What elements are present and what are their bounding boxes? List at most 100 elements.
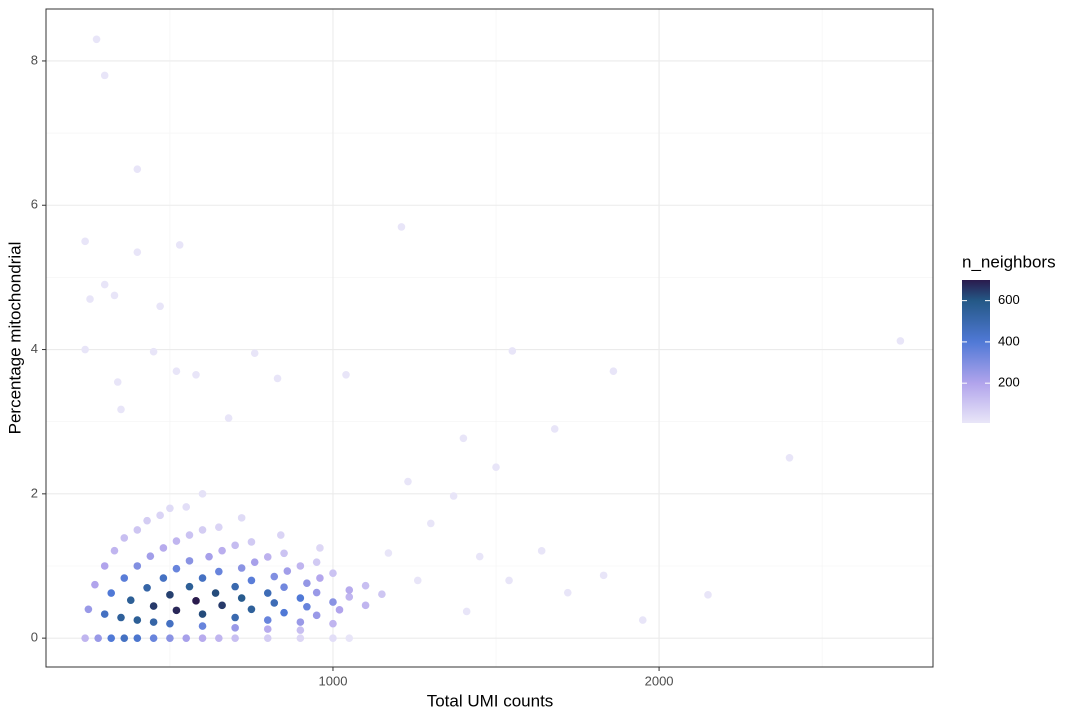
point bbox=[404, 477, 412, 486]
point bbox=[149, 347, 158, 356]
point bbox=[263, 616, 272, 624]
point bbox=[91, 580, 99, 589]
point bbox=[296, 594, 305, 602]
point bbox=[182, 503, 191, 511]
point bbox=[133, 616, 142, 624]
point bbox=[378, 590, 386, 599]
point bbox=[316, 574, 324, 582]
point bbox=[113, 378, 122, 386]
point bbox=[250, 558, 259, 566]
point bbox=[143, 583, 151, 592]
point bbox=[329, 569, 337, 578]
point bbox=[133, 248, 142, 256]
point bbox=[492, 463, 500, 471]
point bbox=[231, 634, 239, 642]
point bbox=[86, 295, 94, 303]
point bbox=[280, 608, 288, 617]
point bbox=[110, 291, 119, 300]
point bbox=[459, 434, 468, 443]
point bbox=[231, 582, 239, 591]
point bbox=[704, 591, 712, 599]
point bbox=[166, 504, 174, 513]
point bbox=[303, 602, 311, 611]
point bbox=[316, 544, 324, 552]
point bbox=[329, 634, 337, 642]
point bbox=[185, 557, 194, 565]
point bbox=[218, 601, 226, 610]
point bbox=[100, 71, 109, 80]
point bbox=[296, 618, 305, 626]
point bbox=[133, 634, 142, 642]
point bbox=[263, 553, 272, 561]
point bbox=[166, 619, 174, 628]
point bbox=[175, 241, 184, 249]
point bbox=[182, 634, 191, 642]
point bbox=[224, 414, 233, 422]
point bbox=[172, 606, 181, 615]
colorbar-tick-label: 200 bbox=[998, 375, 1020, 390]
point bbox=[149, 618, 158, 626]
point bbox=[280, 549, 288, 558]
point bbox=[117, 613, 125, 622]
point bbox=[449, 492, 458, 500]
point bbox=[280, 583, 288, 592]
point bbox=[133, 526, 142, 534]
point bbox=[342, 370, 350, 379]
y-tick-label: 0 bbox=[31, 630, 38, 645]
point bbox=[250, 349, 259, 357]
point bbox=[117, 405, 125, 414]
point bbox=[192, 597, 200, 605]
point bbox=[218, 546, 226, 555]
point bbox=[638, 616, 647, 624]
point bbox=[263, 625, 272, 633]
point bbox=[81, 634, 89, 642]
point bbox=[303, 579, 311, 588]
point bbox=[198, 490, 207, 498]
point bbox=[296, 562, 305, 570]
point bbox=[205, 552, 213, 561]
y-tick-label: 2 bbox=[31, 485, 38, 500]
point bbox=[172, 367, 181, 375]
point bbox=[896, 337, 905, 345]
point bbox=[185, 582, 194, 591]
y-axis-label: Percentage mitochondrial bbox=[5, 242, 24, 435]
point bbox=[231, 624, 239, 632]
point bbox=[785, 453, 794, 462]
point bbox=[215, 567, 223, 576]
point bbox=[192, 370, 200, 379]
point bbox=[159, 544, 168, 552]
point bbox=[247, 605, 256, 614]
point bbox=[263, 634, 272, 642]
point bbox=[198, 526, 207, 534]
point bbox=[211, 589, 220, 597]
point bbox=[120, 574, 129, 582]
point bbox=[296, 626, 305, 634]
point bbox=[120, 534, 129, 542]
point bbox=[143, 516, 151, 525]
point bbox=[263, 589, 272, 597]
point bbox=[149, 602, 158, 610]
point bbox=[247, 538, 256, 546]
point bbox=[283, 567, 292, 575]
point bbox=[133, 165, 142, 173]
point bbox=[276, 531, 285, 539]
point bbox=[198, 622, 207, 630]
y-tick-label: 8 bbox=[31, 52, 38, 67]
point bbox=[185, 531, 194, 539]
point bbox=[413, 576, 422, 585]
y-tick-label: 6 bbox=[31, 197, 38, 212]
point bbox=[198, 610, 207, 618]
x-tick-label: 2000 bbox=[645, 673, 674, 688]
point bbox=[146, 552, 155, 560]
point bbox=[462, 607, 471, 616]
point bbox=[166, 591, 174, 599]
point bbox=[329, 598, 337, 606]
point bbox=[312, 611, 321, 620]
y-tick-label: 4 bbox=[31, 341, 38, 356]
point bbox=[94, 634, 102, 642]
point bbox=[237, 564, 246, 572]
point bbox=[100, 562, 109, 570]
point bbox=[156, 302, 164, 311]
point bbox=[84, 605, 93, 614]
